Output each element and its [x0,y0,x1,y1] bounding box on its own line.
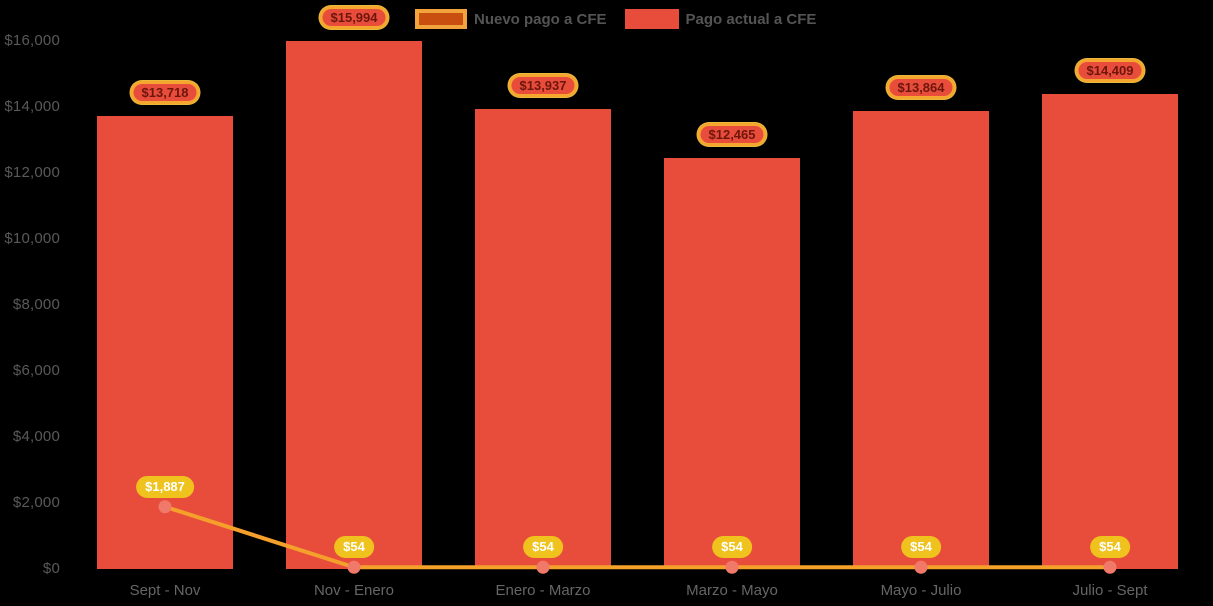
chart-legend: Nuevo pago a CFE Pago actual a CFE [415,9,816,29]
legend-label-pago-actual: Pago actual a CFE [685,10,817,28]
x-axis-label: Marzo - Mayo [686,582,778,599]
line-value-label: $54 [334,536,374,559]
line-point-marker [347,560,361,574]
x-axis-label: Enero - Marzo [495,582,591,599]
x-axis-label: Nov - Enero [313,582,395,599]
x-axis-label: Mayo - Julio [880,582,962,599]
line-point-marker [536,560,550,574]
line-point-marker [1103,560,1117,574]
line-value-label: $1,887 [136,475,194,498]
line-point-marker [725,560,739,574]
line-point-marker [158,500,172,514]
legend-item-nuevo-pago[interactable]: Nuevo pago a CFE [415,9,607,29]
y-axis-tick-label: $0 [42,560,60,577]
bar-julio-sept [1042,93,1178,569]
y-axis-tick-label: $12,000 [4,164,60,181]
y-axis-tick-label: $4,000 [12,428,60,445]
bar-value-label: $14,409 [1075,58,1145,82]
legend-swatch-bar-icon [624,9,679,29]
legend-label-nuevo-pago: Nuevo pago a CFE [474,10,607,28]
bar-marzo-mayo [664,157,800,569]
y-axis-tick-label: $6,000 [12,362,60,379]
bar-value-label: $12,465 [697,122,767,146]
y-axis-tick-label: $8,000 [12,296,60,313]
legend-item-pago-actual[interactable]: Pago actual a CFE [624,9,817,29]
line-value-label: $54 [523,536,563,559]
y-axis-tick-label: $2,000 [12,494,60,511]
bar-enero-marzo [475,109,611,569]
x-axis-label: Julio - Sept [1072,582,1148,599]
bar-mayo-julio [853,111,989,569]
bar-value-label: $13,718 [130,81,200,105]
y-axis-tick-label: $10,000 [4,230,60,247]
line-value-label: $54 [712,536,752,559]
y-axis-tick-label: $16,000 [4,32,60,49]
bar-nov-enero [286,41,422,569]
x-axis-label: Sept - Nov [129,582,201,599]
legend-swatch-line-icon [415,9,467,29]
bar-value-label: $15,994 [319,6,389,30]
y-axis-tick-label: $14,000 [4,98,60,115]
line-value-label: $54 [1090,536,1130,559]
bar-value-label: $13,864 [886,76,956,100]
line-value-label: $54 [901,536,941,559]
line-path [163,504,1112,570]
line-point-marker [914,560,928,574]
bar-value-label: $13,937 [508,74,578,98]
